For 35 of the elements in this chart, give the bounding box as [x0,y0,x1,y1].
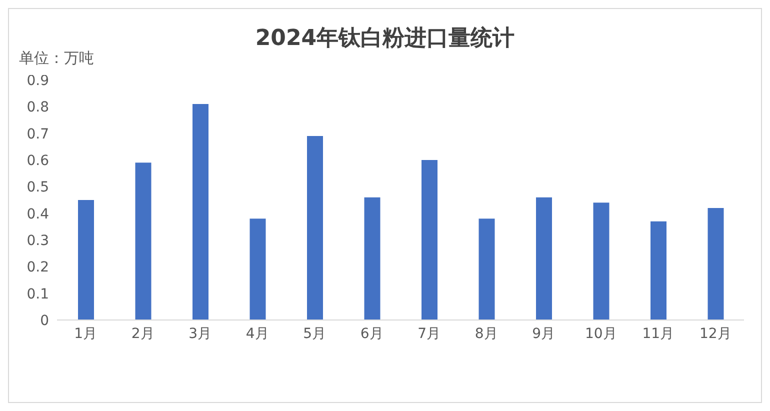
chart-title: 2024年钛白粉进口量统计 [255,26,515,51]
y-tick-label: 0.7 [26,126,49,142]
bar [422,160,438,320]
bar [536,197,552,320]
x-tick-label: 11月 [642,326,674,342]
bar [593,202,610,320]
bar [364,197,380,320]
bar [650,221,666,320]
y-tick-label: 0 [40,312,49,329]
bar [478,218,495,320]
x-tick-label: 3月 [188,326,212,342]
x-tick-label: 6月 [360,326,384,342]
x-tick-label: 8月 [474,326,498,342]
y-tick-label: 0.5 [26,180,49,196]
x-tick-label: 9月 [532,326,556,342]
bar [78,200,94,320]
x-tick-label: 10月 [584,326,617,342]
y-tick-label: 0.1 [26,286,49,302]
x-tick-label: 4月 [246,326,269,342]
bar [135,162,152,320]
y-tick-label: 0.2 [26,260,49,276]
bar [192,104,208,320]
y-axis-title: 单位：万吨 [19,49,94,68]
y-tick-label: 0.4 [26,206,50,222]
x-tick-label: 5月 [303,326,326,342]
y-tick-label: 0.3 [26,232,49,249]
x-tick-label: 12月 [699,326,732,342]
x-tick-label: 1月 [74,326,98,342]
bar [250,218,266,320]
x-tick-label: 2月 [131,326,154,342]
bar [307,136,323,320]
bar [708,208,724,320]
y-tick-label: 0.8 [26,100,49,116]
y-tick-label: 0.6 [26,152,50,169]
x-tick-label: 7月 [418,326,441,342]
